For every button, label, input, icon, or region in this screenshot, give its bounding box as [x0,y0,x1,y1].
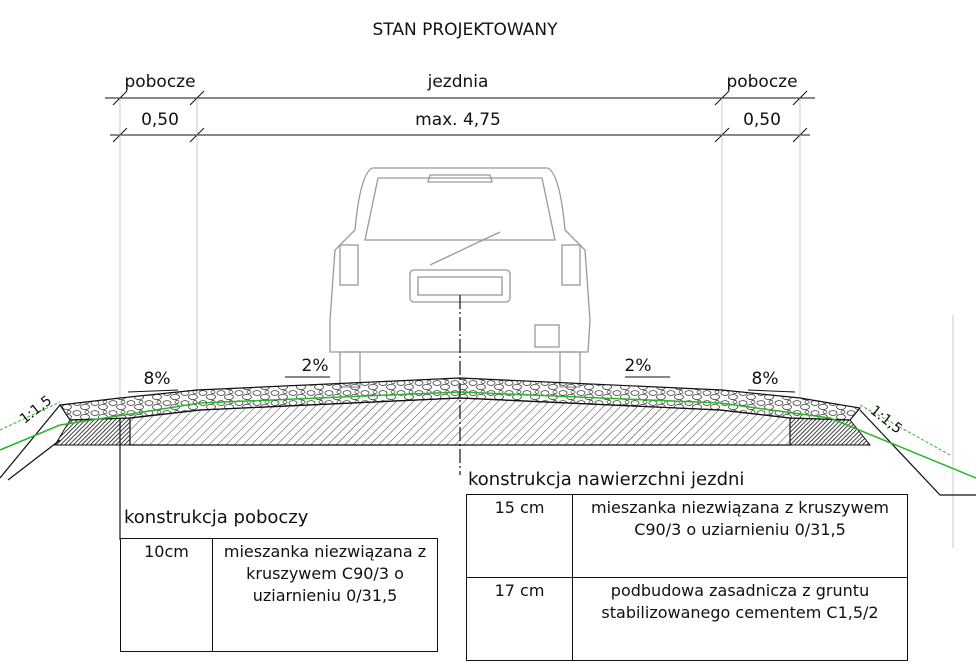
shoulder-base [790,418,870,445]
shoulder-table: 10cm mieszanka niezwiązana z kruszywem C… [120,538,438,652]
table-row: 10cm mieszanka niezwiązana z kruszywem C… [121,539,438,652]
dimension-label: pobocze [726,72,797,92]
table-row: 15 cm mieszanka niezwiązana z kruszywem … [467,495,908,578]
slope-label: 2% [302,356,329,376]
table-row: 17 cm podbudowa zasadnicza z gruntu stab… [467,578,908,661]
title: STAN PROJEKTOWANY [372,20,558,40]
slope-label: 8% [752,369,779,389]
dimension-width: max. 4,75 [415,110,501,130]
embankment-label: 1:1,5 [17,393,55,428]
cell: mieszanka niezwiązana z kruszywem C90/3 … [213,539,438,652]
shoulder-base [55,418,130,445]
slope-label: 8% [144,369,171,389]
dimension-label: jezdnia [427,72,489,92]
cell: 10cm [121,539,213,652]
dimension-width: 0,50 [141,110,179,130]
car [330,168,590,387]
dimension-label: pobocze [124,72,195,92]
page: {"title": "STAN PROJEKTOWANY", "dimensio… [0,0,976,663]
table-title: konstrukcja nawierzchni jezdni [468,469,744,490]
embankment-label: 1:1,5 [867,403,905,438]
table-title: konstrukcja poboczy [124,507,308,528]
cell: 17 cm [467,578,573,661]
cell: podbudowa zasadnicza z gruntu stabilizow… [573,578,908,661]
roadway-table: 15 cm mieszanka niezwiązana z kruszywem … [466,494,908,661]
slope-label: 2% [625,356,652,376]
cell: mieszanka niezwiązana z kruszywem C90/3 … [573,495,908,578]
dimension-width: 0,50 [743,110,781,130]
cell: 15 cm [467,495,573,578]
